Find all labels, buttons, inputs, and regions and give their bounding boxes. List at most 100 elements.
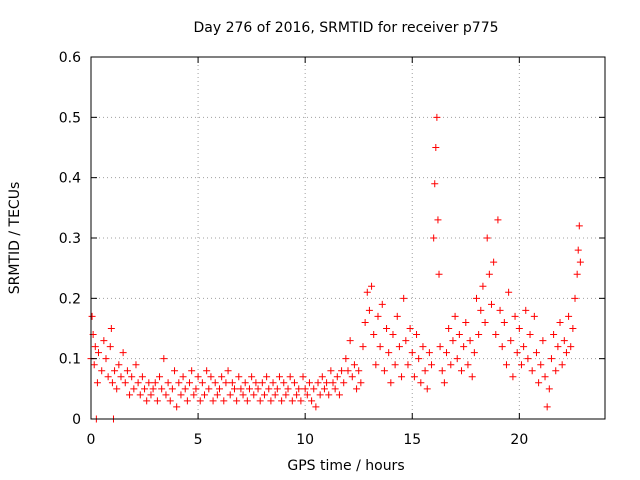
data-point xyxy=(107,325,115,332)
data-point xyxy=(378,300,386,308)
data-point xyxy=(102,355,110,363)
data-point xyxy=(346,337,354,345)
y-tick-label: 0.3 xyxy=(59,231,81,247)
data-point xyxy=(576,258,584,266)
data-point xyxy=(466,337,474,345)
data-point xyxy=(222,379,230,387)
data-point xyxy=(145,379,153,387)
data-point xyxy=(245,385,253,393)
data-point xyxy=(213,391,221,399)
data-point xyxy=(280,379,288,387)
data-point xyxy=(149,385,157,393)
data-point xyxy=(333,373,341,381)
data-point xyxy=(325,391,333,399)
data-point xyxy=(502,361,510,369)
data-point xyxy=(141,385,149,393)
data-point xyxy=(126,391,134,399)
data-point xyxy=(196,397,204,405)
data-point xyxy=(123,367,131,375)
data-point xyxy=(436,343,444,351)
data-point xyxy=(449,337,457,345)
data-point xyxy=(203,367,211,375)
data-point xyxy=(552,367,560,375)
data-point xyxy=(526,331,534,339)
data-point xyxy=(355,367,363,375)
data-point xyxy=(113,385,121,393)
data-point xyxy=(340,379,348,387)
data-point xyxy=(435,270,443,278)
data-point xyxy=(417,379,425,387)
data-point xyxy=(243,397,251,405)
data-point xyxy=(151,379,159,387)
data-point xyxy=(530,312,538,320)
data-point xyxy=(365,306,373,314)
data-point xyxy=(117,373,125,381)
data-point xyxy=(235,373,243,381)
data-point xyxy=(286,373,294,381)
y-tick-label: 0.6 xyxy=(59,50,81,66)
data-point xyxy=(192,385,200,393)
data-point xyxy=(295,385,303,393)
data-point xyxy=(323,379,331,387)
data-point xyxy=(241,379,249,387)
data-point xyxy=(556,318,564,326)
data-point xyxy=(308,397,316,405)
data-point xyxy=(233,397,241,405)
data-point xyxy=(175,379,183,387)
data-point xyxy=(494,216,502,224)
data-point xyxy=(248,373,256,381)
data-point xyxy=(483,234,491,242)
data-point xyxy=(218,373,226,381)
axis-ticks xyxy=(90,56,605,420)
data-point xyxy=(138,373,146,381)
data-point xyxy=(374,312,382,320)
data-point xyxy=(453,355,461,363)
data-point xyxy=(385,349,393,357)
data-point xyxy=(505,288,513,296)
data-point xyxy=(387,379,395,387)
x-tick-label: 20 xyxy=(510,432,528,448)
data-point xyxy=(445,325,453,332)
data-point xyxy=(136,391,144,399)
data-point xyxy=(224,367,232,375)
x-tick-label: 5 xyxy=(194,432,203,448)
data-point xyxy=(406,325,414,332)
data-point xyxy=(477,306,485,314)
data-point xyxy=(460,343,468,351)
y-tick-label: 0.2 xyxy=(59,291,81,307)
data-point xyxy=(511,312,519,320)
data-point xyxy=(254,385,262,393)
x-tick-label: 10 xyxy=(296,432,314,448)
data-point xyxy=(487,300,495,308)
data-point xyxy=(177,391,185,399)
data-point xyxy=(132,361,140,369)
data-point xyxy=(357,379,365,387)
data-point xyxy=(288,397,296,405)
data-point xyxy=(278,397,286,405)
data-point xyxy=(329,379,337,387)
data-point xyxy=(314,379,322,387)
data-point xyxy=(194,373,202,381)
data-point xyxy=(433,113,441,121)
data-point xyxy=(320,385,328,393)
data-point xyxy=(545,385,553,393)
data-point xyxy=(171,367,179,375)
data-point xyxy=(554,343,562,351)
data-point xyxy=(282,391,290,399)
data-point xyxy=(485,270,493,278)
data-point xyxy=(413,331,421,339)
data-point xyxy=(475,331,483,339)
data-point xyxy=(128,373,136,381)
data-point xyxy=(496,306,504,314)
data-point xyxy=(162,391,170,399)
data-point xyxy=(434,216,442,224)
data-point xyxy=(515,325,523,332)
data-point xyxy=(543,403,551,411)
data-point xyxy=(301,385,309,393)
data-point xyxy=(226,391,234,399)
data-point xyxy=(100,337,108,345)
data-point xyxy=(535,379,543,387)
data-point xyxy=(498,343,506,351)
data-point xyxy=(473,294,480,302)
data-point xyxy=(269,379,277,387)
